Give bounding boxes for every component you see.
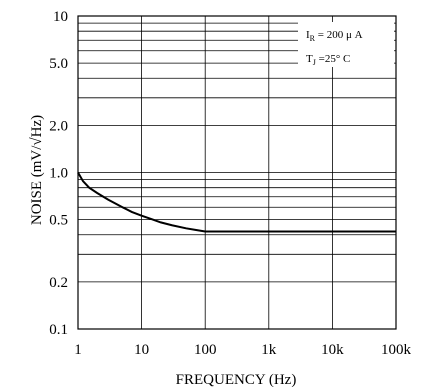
y-tick-label: 1.0 (49, 166, 68, 182)
x-tick-label: 1 (74, 342, 82, 358)
y-tick-label: 0.1 (49, 322, 68, 338)
annotation-temperature-main: T (306, 53, 313, 65)
plot-frame (77, 15, 397, 330)
x-axis-label: FREQUENCY (Hz) (176, 372, 297, 387)
annotation-current-rest: = 200 μ A (315, 29, 363, 41)
x-tick-label: 10k (321, 342, 344, 358)
noise-curve (77, 171, 396, 233)
y-tick-labels: 10 5.0 2.0 1.0 0.5 0.2 0.1 (49, 9, 68, 338)
y-axis-label: NOISE (mV/√Hz) (29, 115, 45, 225)
x-tick-label: 1k (261, 342, 277, 358)
annotation-current-sub: R (310, 34, 316, 43)
annotation-box: IR = 200 μ A TJ =25° C (298, 22, 394, 67)
annotation-background (298, 22, 394, 67)
y-tick-label: 0.5 (49, 213, 68, 229)
annotation-temperature-sub: J (313, 58, 316, 67)
y-tick-label: 10 (53, 9, 68, 25)
x-tick-label: 10 (134, 342, 149, 358)
annotation-temperature-rest: =25° C (316, 53, 350, 65)
y-tick-label: 0.2 (49, 275, 68, 291)
annotation-current-main: I (306, 29, 310, 41)
data-series (77, 171, 396, 233)
y-tick-label: 5.0 (49, 56, 68, 72)
annotation-temperature: TJ =25° C (306, 53, 350, 67)
x-tick-label: 100 (194, 342, 217, 358)
x-tick-label: 100k (381, 342, 412, 358)
y-tick-label: 2.0 (49, 118, 68, 134)
annotation-current: IR = 200 μ A (306, 29, 363, 43)
x-tick-labels: 1 10 100 1k 10k 100k (74, 342, 411, 358)
